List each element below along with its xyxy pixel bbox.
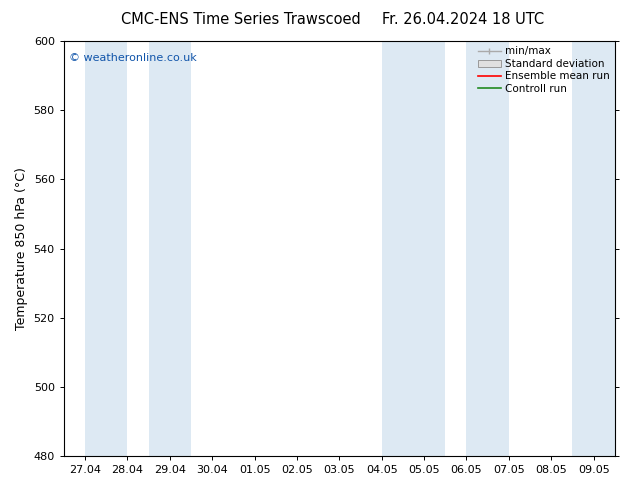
Bar [85, 41, 127, 456]
Y-axis label: Temperature 850 hPa (°C): Temperature 850 hPa (°C) [15, 167, 28, 330]
Legend: min/max, Standard deviation, Ensemble mean run, Controll run: min/max, Standard deviation, Ensemble me… [476, 44, 612, 96]
Bar [467, 41, 509, 456]
Text: © weatheronline.co.uk: © weatheronline.co.uk [69, 53, 197, 64]
Bar [382, 41, 445, 456]
Text: Fr. 26.04.2024 18 UTC: Fr. 26.04.2024 18 UTC [382, 12, 544, 27]
Text: CMC-ENS Time Series Trawscoed: CMC-ENS Time Series Trawscoed [121, 12, 361, 27]
Bar [573, 41, 634, 456]
Bar [148, 41, 191, 456]
